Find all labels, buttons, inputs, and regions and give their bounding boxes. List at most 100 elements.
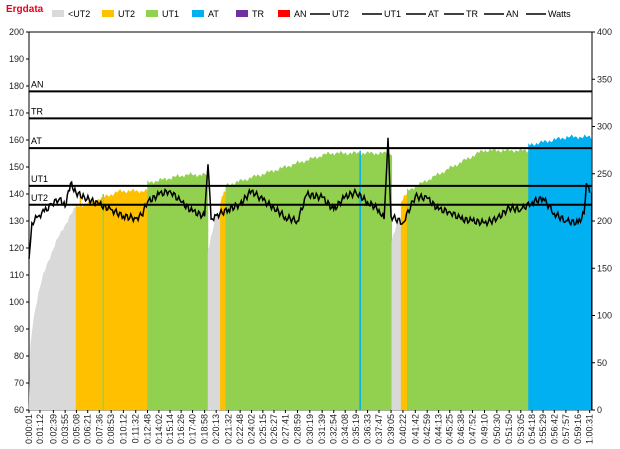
y-left-tick-label: 190 [9, 54, 24, 64]
x-tick-label: 0:20:13 [211, 414, 221, 444]
y-right-tick-label: 0 [597, 405, 602, 415]
threshold-label-an: AN [31, 79, 44, 89]
legend-swatch [278, 10, 290, 17]
legend-swatch [52, 10, 64, 17]
x-tick-label: 0:51:50 [504, 414, 514, 444]
legend: <UT2 UT2 UT1 AT TR AN UT2 UT1 AT TR AN Watts [52, 9, 571, 19]
y-left-tick-label: 130 [9, 216, 24, 226]
zone-areas [28, 134, 592, 411]
y-right-tick-label: 50 [597, 358, 607, 368]
x-tick-label: 0:55:29 [538, 414, 548, 444]
legend-label: UT2 [118, 9, 135, 19]
zone-area-ut1 [225, 150, 393, 411]
x-tick-label: 0:27:41 [280, 414, 290, 444]
y-left-tick-label: 140 [9, 189, 24, 199]
legend-swatch [236, 10, 248, 17]
watts-line [28, 137, 591, 259]
y-right-tick-label: 300 [597, 122, 612, 132]
threshold-label-ut1: UT1 [31, 174, 48, 184]
x-tick-label: 0:00:01 [24, 414, 34, 444]
x-tick-label: 0:06:21 [83, 414, 93, 444]
x-tick-label: 1:00:31 [585, 414, 595, 444]
x-tick-label: 0:56:42 [549, 414, 559, 444]
x-tick-label: 0:21:32 [223, 414, 233, 444]
zone-area-ut1 [407, 147, 529, 411]
zone-area-below-ut2 [207, 213, 221, 411]
y-left-tick-label: 200 [9, 27, 24, 37]
x-tick-label: 0:49:10 [479, 414, 489, 444]
x-tick-label: 0:28:59 [292, 414, 302, 444]
y-right-tick-label: 200 [597, 216, 612, 226]
x-tick-label: 0:03:55 [60, 414, 70, 444]
x-tick-label: 0:57:57 [561, 414, 571, 444]
x-tick-label: 0:25:15 [258, 414, 268, 444]
y-left-tick-label: 60 [14, 405, 24, 415]
y-left-tick-label: 70 [14, 378, 24, 388]
legend-label: UT2 [332, 9, 349, 19]
zone-area-ut1 [147, 171, 209, 411]
x-tick-label: 0:46:38 [456, 414, 466, 444]
x-tick-label: 0:10:12 [118, 414, 128, 444]
x-tick-label: 0:02:39 [48, 414, 58, 444]
zone-area-at [528, 134, 592, 411]
zone-area-below-ut2 [391, 220, 402, 411]
x-tick-label: 0:39:05 [386, 414, 396, 444]
x-tick-label: 0:24:02 [247, 414, 257, 444]
x-tick-label: 0:45:25 [445, 414, 455, 444]
x-tick-label: 0:40:22 [398, 414, 408, 444]
legend-label: TR [466, 9, 478, 19]
x-tick-label: 0:26:27 [269, 414, 279, 444]
y-right-tick-label: 150 [597, 263, 612, 273]
x-axis: 0:00:01 0:01:12 0:02:39 0:03:55 0:05:08 0:06:… [24, 410, 595, 444]
legend-label: AN [506, 9, 519, 19]
x-tick-label: 0:44:13 [434, 414, 444, 444]
x-tick-label: 0:42:59 [422, 414, 432, 444]
x-tick-label: 0:35:19 [351, 414, 361, 444]
x-tick-label: 0:12:48 [142, 414, 152, 444]
legend-swatch [102, 10, 114, 17]
y-left-tick-label: 110 [10, 270, 24, 280]
x-tick-label: 0:47:52 [467, 414, 477, 444]
y-right-tick-label: 100 [597, 311, 612, 321]
x-tick-label: 0:32:54 [329, 414, 339, 444]
chart-title: Ergdata [6, 4, 44, 15]
x-tick-label: 0:37:47 [374, 414, 384, 444]
y-left-tick-label: 90 [14, 324, 24, 334]
x-tick-label: 0:05:08 [71, 414, 81, 444]
zone-threshold-lines: AN TR AT UT1 UT2 [29, 79, 592, 206]
x-tick-label: 0:16:26 [176, 414, 186, 444]
x-tick-label: 0:07:36 [94, 414, 104, 444]
x-tick-label: 0:59:16 [573, 414, 583, 444]
legend-label: AN [294, 9, 307, 19]
x-tick-label: 0:15:14 [165, 414, 175, 444]
y-left-tick-label: 170 [9, 108, 24, 118]
x-tick-label: 0:01:12 [35, 414, 45, 444]
legend-label: UT1 [384, 9, 401, 19]
legend-label: <UT2 [68, 9, 90, 19]
x-tick-label: 0:41:42 [410, 414, 420, 444]
threshold-label-tr: TR [31, 106, 43, 116]
legend-label: UT1 [162, 9, 179, 19]
y-right-tick-label: 250 [597, 169, 612, 179]
legend-label: AT [428, 9, 439, 19]
watts-layer [28, 137, 593, 410]
y-right-tick-label: 400 [597, 27, 612, 37]
x-tick-label: 0:17:40 [188, 414, 198, 444]
x-tick-label: 0:30:19 [305, 414, 315, 444]
legend-label: AT [208, 9, 219, 19]
x-tick-label: 0:18:58 [200, 414, 210, 444]
x-tick-label: 0:50:30 [492, 414, 502, 444]
legend-label: TR [252, 9, 264, 19]
x-tick-label: 0:34:08 [340, 414, 350, 444]
y-left-tick-label: 100 [9, 297, 24, 307]
legend-swatch [146, 10, 158, 17]
y-left-tick-label: 150 [9, 162, 24, 172]
threshold-label-ut2: UT2 [31, 193, 48, 203]
x-tick-label: 0:54:18 [527, 414, 537, 444]
y-axis-right: 0 50 100 150 200 250 300 350 400 [592, 27, 612, 415]
y-left-tick-label: 120 [9, 243, 24, 253]
zone-area-below-ut2 [28, 207, 77, 411]
x-tick-label: 0:22:48 [235, 414, 245, 444]
legend-label: Watts [548, 9, 571, 19]
